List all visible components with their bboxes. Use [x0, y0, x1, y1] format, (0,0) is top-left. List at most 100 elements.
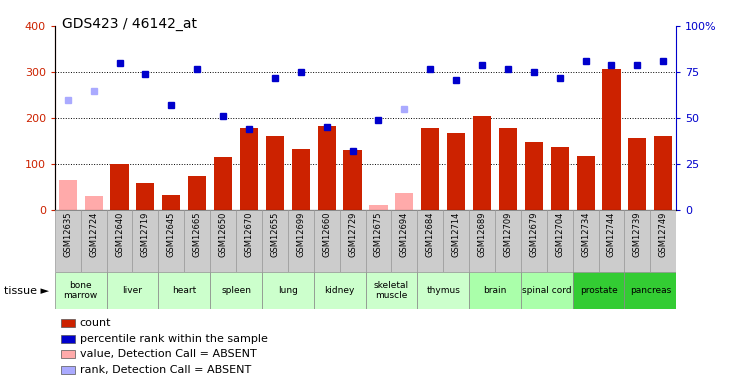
Text: count: count	[80, 318, 111, 328]
Text: brain: brain	[483, 286, 507, 295]
Bar	[572, 272, 624, 309]
Bar	[572, 210, 599, 272]
Bar	[61, 319, 75, 327]
Text: GSM12734: GSM12734	[581, 212, 590, 257]
Bar	[499, 128, 517, 210]
Text: skeletal
muscle: skeletal muscle	[374, 281, 409, 300]
Bar	[624, 272, 676, 309]
Bar	[61, 334, 75, 343]
Bar	[521, 272, 572, 309]
Bar	[395, 194, 414, 210]
Bar	[340, 210, 366, 272]
Text: kidney: kidney	[325, 286, 355, 295]
Bar	[473, 116, 491, 210]
Text: GSM12704: GSM12704	[555, 212, 564, 257]
Bar	[495, 210, 520, 272]
Text: GSM12694: GSM12694	[400, 212, 409, 257]
Bar	[292, 149, 310, 210]
Text: pancreas: pancreas	[629, 286, 671, 295]
Bar	[262, 272, 314, 309]
Bar	[314, 272, 366, 309]
Text: spinal cord: spinal cord	[522, 286, 572, 295]
Bar	[599, 210, 624, 272]
Text: GSM12714: GSM12714	[452, 212, 461, 257]
Bar	[61, 366, 75, 374]
Bar	[288, 210, 314, 272]
Text: heart: heart	[172, 286, 197, 295]
Text: GSM12645: GSM12645	[167, 212, 176, 257]
Text: tissue ►: tissue ►	[4, 286, 49, 296]
Bar	[550, 147, 569, 210]
Bar	[262, 210, 288, 272]
Bar	[80, 210, 107, 272]
Bar	[132, 210, 159, 272]
Bar	[469, 210, 495, 272]
Bar	[624, 210, 651, 272]
Text: GSM12684: GSM12684	[425, 212, 435, 257]
Bar	[159, 272, 211, 309]
Bar	[58, 180, 77, 210]
Bar	[214, 157, 232, 210]
Bar	[366, 272, 417, 309]
Bar	[628, 138, 646, 210]
Text: GSM12689: GSM12689	[477, 212, 487, 257]
Bar	[266, 136, 284, 210]
Bar	[55, 272, 107, 309]
Bar	[85, 196, 103, 210]
Text: prostate: prostate	[580, 286, 618, 295]
Bar	[188, 176, 206, 210]
Bar	[366, 210, 391, 272]
Text: percentile rank within the sample: percentile rank within the sample	[80, 334, 268, 344]
Text: GSM12665: GSM12665	[193, 212, 202, 257]
Text: GSM12709: GSM12709	[504, 212, 512, 257]
Bar	[159, 210, 184, 272]
Text: GSM12679: GSM12679	[529, 212, 538, 257]
Bar	[521, 210, 547, 272]
Bar	[162, 195, 181, 210]
Bar	[602, 69, 621, 210]
Text: GSM12655: GSM12655	[270, 212, 279, 257]
Text: GSM12650: GSM12650	[219, 212, 227, 257]
Bar	[137, 183, 154, 210]
Bar	[421, 128, 439, 210]
Bar	[107, 272, 159, 309]
Bar	[314, 210, 340, 272]
Bar	[55, 210, 80, 272]
Bar	[240, 128, 258, 210]
Bar	[577, 156, 594, 210]
Text: GSM12699: GSM12699	[296, 212, 306, 257]
Bar	[417, 210, 443, 272]
Bar	[317, 126, 336, 210]
Text: GSM12744: GSM12744	[607, 212, 616, 257]
Text: lung: lung	[278, 286, 298, 295]
Bar	[469, 272, 520, 309]
Text: GSM12640: GSM12640	[115, 212, 124, 257]
Bar	[110, 164, 129, 210]
Bar	[654, 136, 673, 210]
Bar	[651, 210, 676, 272]
Text: GSM12724: GSM12724	[89, 212, 98, 257]
Bar	[417, 272, 469, 309]
Text: GSM12739: GSM12739	[633, 212, 642, 257]
Bar	[447, 133, 465, 210]
Bar	[184, 210, 211, 272]
Text: GDS423 / 46142_at: GDS423 / 46142_at	[62, 17, 197, 31]
Bar	[211, 210, 236, 272]
Text: rank, Detection Call = ABSENT: rank, Detection Call = ABSENT	[80, 365, 251, 375]
Bar	[236, 210, 262, 272]
Text: GSM12670: GSM12670	[244, 212, 254, 257]
Text: thymus: thymus	[426, 286, 460, 295]
Text: bone
marrow: bone marrow	[64, 281, 98, 300]
Text: spleen: spleen	[221, 286, 251, 295]
Text: liver: liver	[123, 286, 143, 295]
Bar	[369, 206, 387, 210]
Text: GSM12729: GSM12729	[348, 212, 357, 257]
Bar	[525, 142, 543, 210]
Bar	[547, 210, 572, 272]
Text: value, Detection Call = ABSENT: value, Detection Call = ABSENT	[80, 349, 257, 359]
Bar	[391, 210, 417, 272]
Bar	[107, 210, 132, 272]
Text: GSM12675: GSM12675	[374, 212, 383, 257]
Text: GSM12719: GSM12719	[141, 212, 150, 257]
Text: GSM12749: GSM12749	[659, 212, 667, 257]
